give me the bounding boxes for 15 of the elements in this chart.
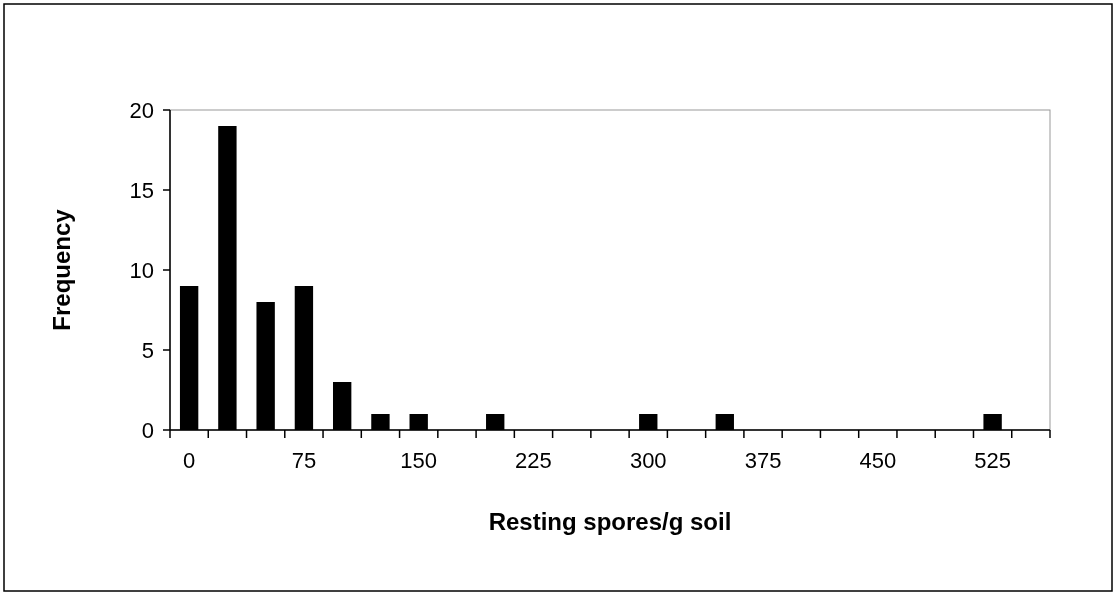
x-tick-label: 0 bbox=[183, 448, 196, 473]
x-tick-label: 375 bbox=[744, 448, 782, 473]
y-axis-title: Frequency bbox=[48, 208, 75, 331]
x-axis-title: Resting spores/g soil bbox=[488, 508, 732, 535]
x-tick-label: 75 bbox=[291, 448, 317, 473]
y-tick-label: 0 bbox=[141, 417, 154, 443]
y-tick-label: 10 bbox=[129, 257, 154, 283]
x-tick-label: 525 bbox=[974, 448, 1011, 473]
y-tick-label: 5 bbox=[141, 337, 154, 363]
x-tick-label: 300 bbox=[629, 448, 667, 473]
x-tick-label: 450 bbox=[859, 448, 897, 473]
y-tick-label: 15 bbox=[129, 177, 154, 203]
y-tick-label: 20 bbox=[129, 97, 154, 123]
x-tick-label: 150 bbox=[400, 448, 438, 473]
x-tick-label: 225 bbox=[515, 448, 552, 473]
